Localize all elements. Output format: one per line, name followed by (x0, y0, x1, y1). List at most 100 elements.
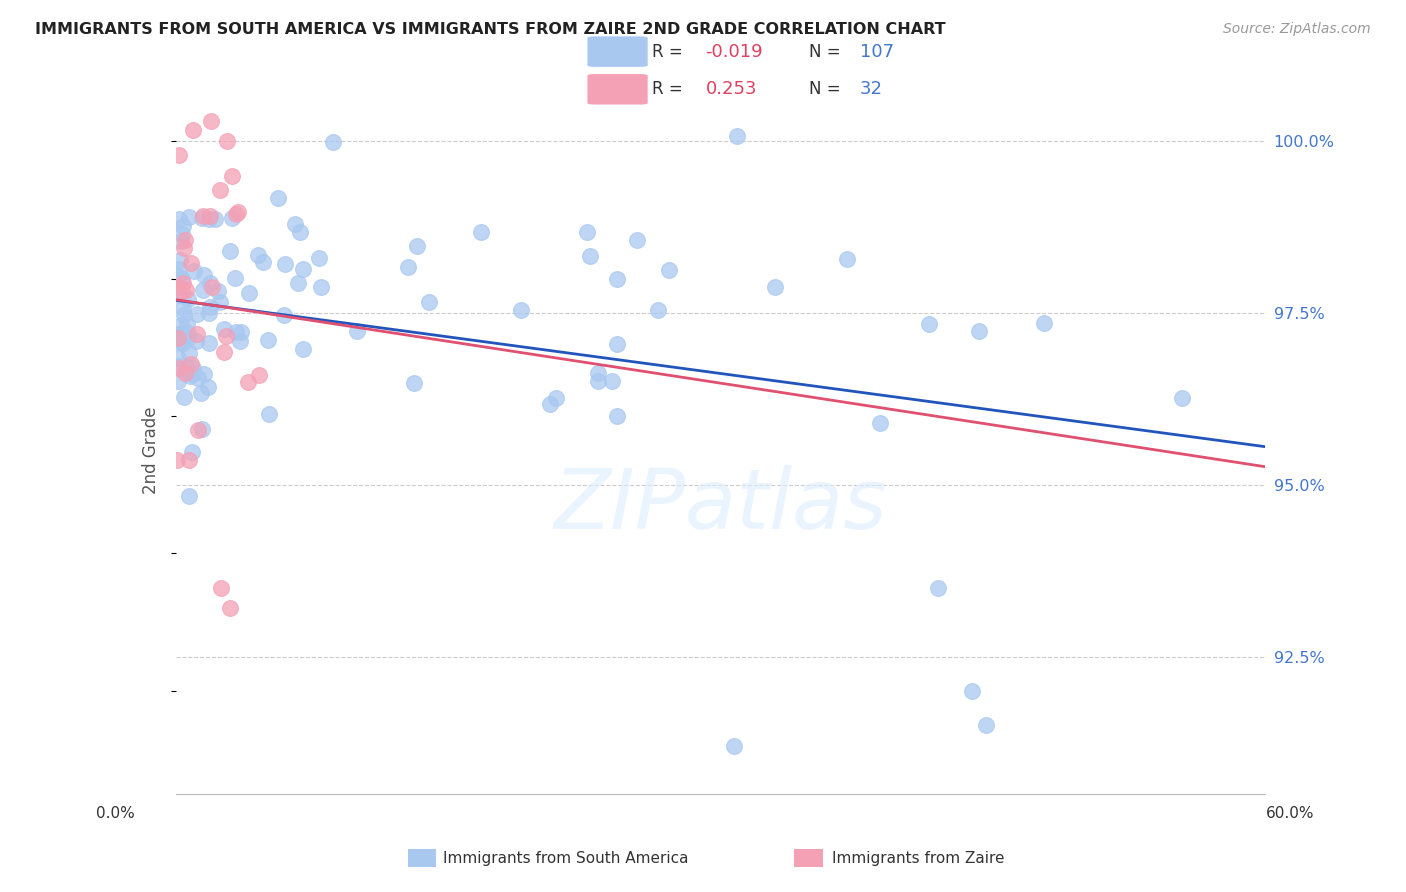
Point (606, 336, 628, 351)
Point (723, 739, 745, 753)
Point (173, 332, 195, 346)
Point (177, 292, 200, 306)
Point (167, 288, 190, 302)
Point (927, 581, 949, 595)
Point (257, 333, 280, 347)
Point (765, 280, 787, 294)
Point (405, 238, 427, 252)
Text: IMMIGRANTS FROM SOUTH AMERICA VS IMMIGRANTS FROM ZAIRE 2ND GRADE CORRELATION CHA: IMMIGRANTS FROM SOUTH AMERICA VS IMMIGRA… (35, 22, 946, 37)
Point (252, 254, 274, 268)
Point (172, 301, 194, 315)
Point (1033, 316, 1056, 330)
Point (186, 334, 208, 348)
FancyBboxPatch shape (406, 848, 437, 868)
Point (292, 262, 315, 277)
Point (576, 225, 599, 239)
Point (191, 421, 214, 435)
Point (418, 295, 440, 310)
Point (193, 268, 215, 283)
Point (180, 368, 202, 382)
Point (238, 285, 260, 300)
Point (169, 335, 191, 350)
Point (215, 328, 238, 343)
Point (284, 218, 307, 232)
Point (586, 366, 609, 380)
Point (181, 360, 204, 375)
Point (322, 135, 344, 149)
Point (180, 357, 202, 371)
Point (207, 284, 229, 298)
Point (226, 204, 249, 219)
Point (198, 306, 221, 320)
Point (181, 445, 204, 459)
Point (725, 128, 748, 143)
Point (173, 366, 195, 380)
Point (212, 345, 235, 359)
Point (967, 324, 990, 338)
Point (177, 489, 200, 503)
Point (167, 212, 190, 227)
Point (200, 210, 222, 224)
Point (176, 318, 198, 332)
Point (167, 351, 190, 366)
Point (837, 252, 859, 266)
Point (273, 308, 295, 322)
Text: 0.253: 0.253 (706, 80, 756, 98)
Point (470, 225, 492, 239)
Point (579, 249, 602, 263)
Point (246, 247, 269, 261)
Point (308, 251, 330, 265)
Point (960, 684, 983, 698)
Point (173, 390, 195, 404)
Point (174, 283, 197, 297)
Point (169, 253, 191, 268)
Point (172, 284, 194, 298)
Point (209, 581, 232, 595)
Point (191, 211, 214, 225)
Point (198, 300, 221, 314)
FancyBboxPatch shape (588, 74, 648, 105)
Point (606, 272, 628, 286)
Point (179, 369, 201, 384)
Point (219, 601, 242, 615)
Point (172, 277, 194, 291)
Text: 0.0%: 0.0% (96, 806, 135, 821)
Point (172, 219, 194, 233)
Point (224, 271, 246, 285)
Point (291, 343, 314, 357)
Point (167, 279, 190, 293)
Point (219, 244, 242, 258)
Point (186, 423, 209, 437)
Text: R =: R = (651, 80, 688, 98)
Point (177, 453, 200, 467)
Point (249, 368, 271, 382)
Text: -0.019: -0.019 (706, 43, 763, 61)
Point (346, 324, 368, 338)
Point (176, 361, 198, 376)
Point (869, 416, 891, 430)
Text: ZIPatlas: ZIPatlas (554, 465, 887, 546)
Point (221, 211, 243, 225)
Point (166, 374, 188, 388)
Point (626, 233, 648, 247)
Point (229, 334, 252, 348)
Point (288, 225, 311, 239)
Point (544, 391, 567, 405)
Point (221, 169, 243, 183)
Point (266, 191, 288, 205)
FancyBboxPatch shape (588, 36, 648, 67)
Point (177, 346, 200, 360)
Point (658, 262, 681, 277)
Point (918, 318, 941, 332)
Point (180, 255, 202, 269)
Point (198, 212, 221, 227)
Point (166, 452, 188, 467)
Text: N =: N = (810, 80, 846, 98)
Point (404, 376, 426, 391)
Text: Immigrants from Zaire: Immigrants from Zaire (832, 851, 1005, 865)
Point (198, 276, 221, 290)
Point (510, 302, 533, 317)
Point (170, 318, 193, 332)
Point (647, 303, 669, 318)
Point (257, 407, 280, 421)
